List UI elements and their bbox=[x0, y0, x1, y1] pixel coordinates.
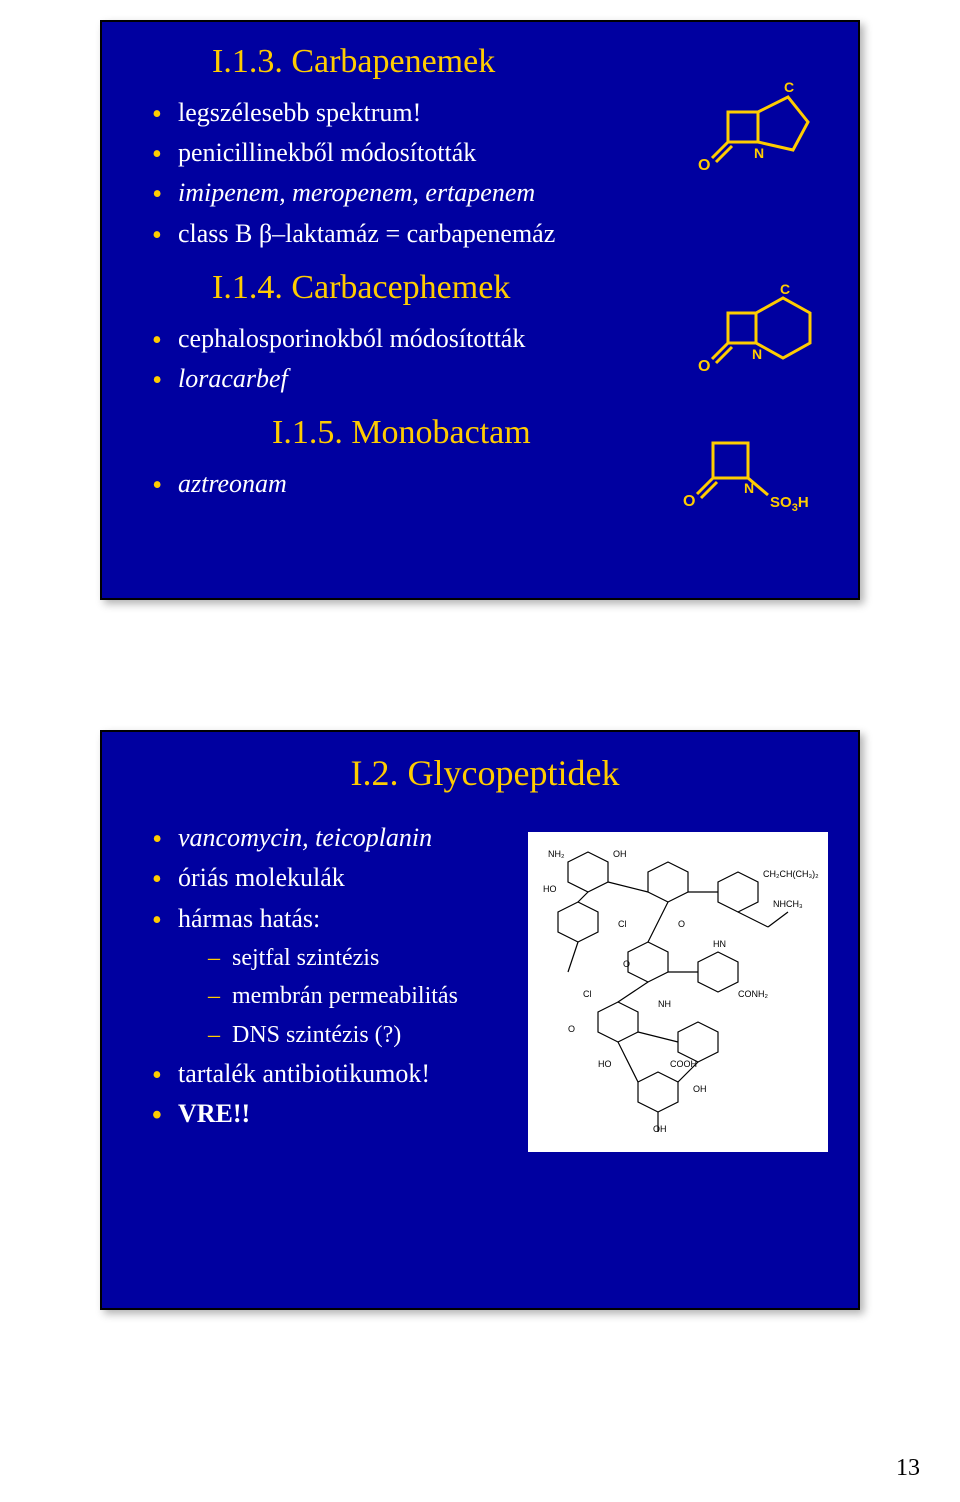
list-item: vancomycin, teicoplanin bbox=[152, 818, 552, 858]
carbacephem-structure-icon: O N C bbox=[698, 268, 828, 378]
svg-text:O: O bbox=[623, 959, 630, 969]
svg-text:NHCH₃: NHCH₃ bbox=[773, 899, 803, 909]
monobactam-structure-icon: O N SO3H bbox=[678, 423, 828, 513]
list-item: óriás molekulák bbox=[152, 858, 552, 898]
svg-text:Cl: Cl bbox=[583, 989, 592, 999]
svg-text:OH: OH bbox=[613, 849, 627, 859]
svg-text:NH₂: NH₂ bbox=[548, 849, 565, 859]
atom-o: O bbox=[698, 157, 710, 172]
svg-text:O: O bbox=[568, 1024, 575, 1034]
atom-c: C bbox=[780, 281, 790, 297]
svg-text:OH: OH bbox=[653, 1124, 667, 1134]
slide-carbapenem: I.1.3. Carbapenemek legszélesebb spektru… bbox=[100, 20, 860, 600]
sublist-item: sejtfal szintézis bbox=[208, 939, 552, 977]
svg-text:O: O bbox=[678, 919, 685, 929]
slide-glycopeptidek: I.2. Glycopeptidek vancomycin, teicoplan… bbox=[100, 730, 860, 1310]
svg-text:Cl: Cl bbox=[618, 919, 627, 929]
atom-c: C bbox=[784, 79, 794, 95]
sublist-item: DNS szintézis (?) bbox=[208, 1016, 552, 1054]
so3h-group: SO3H bbox=[770, 494, 809, 513]
list-item: tartalék antibiotikumok! bbox=[152, 1054, 552, 1094]
list-item: hármas hatás: sejtfal szintézis membrán … bbox=[152, 899, 552, 1054]
section-carbapenemek: I.1.3. Carbapenemek legszélesebb spektru… bbox=[152, 42, 818, 254]
list-glyco: vancomycin, teicoplanin óriás molekulák … bbox=[152, 818, 552, 1135]
atom-n: N bbox=[744, 480, 754, 496]
svg-text:COOH: COOH bbox=[670, 1059, 697, 1069]
carbapenem-structure-icon: O N C bbox=[698, 62, 828, 172]
svg-text:NH: NH bbox=[658, 999, 671, 1009]
page-number: 13 bbox=[896, 1455, 920, 1482]
list-item: VRE!! bbox=[152, 1094, 552, 1134]
section-carbacephemek: I.1.4. Carbacephemek cephalosporinokból … bbox=[152, 268, 818, 399]
list-item: imipenem, meropenem, ertapenem bbox=[152, 173, 818, 213]
svg-text:CONH₂: CONH₂ bbox=[738, 989, 768, 999]
atom-o: O bbox=[683, 493, 695, 510]
svg-text:HN: HN bbox=[713, 939, 726, 949]
svg-text:HO: HO bbox=[598, 1059, 612, 1069]
list-item-label: hármas hatás: bbox=[178, 904, 320, 933]
atom-n: N bbox=[754, 145, 764, 161]
svg-text:OH: OH bbox=[693, 1084, 707, 1094]
svg-text:HO: HO bbox=[543, 884, 557, 894]
glycopeptide-structure-image: NH₂ HO OH CH₂CH(CH₃)₂ NHCH₃ Cl Cl CONH₂ … bbox=[528, 832, 828, 1152]
list-item: class B β–laktamáz = carbapenemáz bbox=[152, 214, 818, 254]
section-monobactam: I.1.5. Monobactam aztreonam O N SO3H bbox=[152, 413, 818, 504]
atom-o: O bbox=[698, 358, 710, 375]
sublist-item: membrán permeabilitás bbox=[208, 977, 552, 1015]
svg-text:CH₂CH(CH₃)₂: CH₂CH(CH₃)₂ bbox=[763, 869, 819, 879]
heading-glycopeptidek: I.2. Glycopeptidek bbox=[152, 752, 818, 794]
sublist: sejtfal szintézis membrán permeabilitás … bbox=[178, 939, 552, 1054]
atom-n: N bbox=[752, 346, 762, 362]
